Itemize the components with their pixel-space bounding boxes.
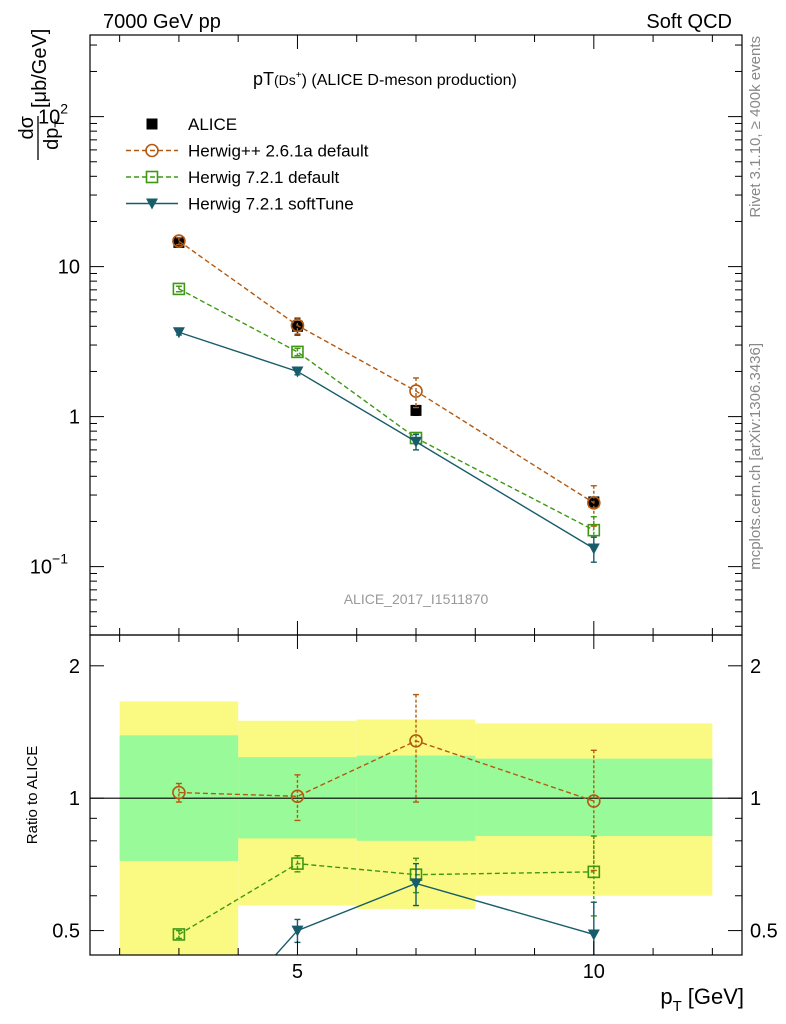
herwig-7-2-1-default-point	[291, 345, 304, 359]
ratio-ylabel: Ratio to ALICE	[24, 746, 41, 844]
ratio-plot-area	[172, 693, 601, 955]
xtick-label: 5	[292, 961, 303, 983]
header-right: Soft QCD	[646, 11, 732, 33]
ratio-frame	[89, 634, 743, 956]
title-rest: ) (ALICE D-meson production)	[302, 72, 517, 89]
herwig-2-6-1a-default-point	[409, 384, 423, 398]
ratio-bands	[90, 701, 742, 955]
title-main: pT	[253, 69, 274, 89]
ytick-base: 10	[58, 257, 80, 279]
rivet-label: Rivet 3.1.10, ≥ 400k events	[747, 36, 764, 218]
herwig-7-2-1-default-point	[587, 865, 601, 879]
herwig-7-2-1-softtune-line	[274, 882, 595, 955]
alice-point	[410, 404, 422, 416]
title-sup: +	[296, 70, 302, 81]
herwig-7-2-1-softtune-point	[172, 327, 185, 339]
main-ytick-label: 102	[38, 101, 68, 129]
main-plot-area	[172, 234, 601, 563]
plot-title: pT(Ds+) (ALICE D-meson production)	[253, 69, 517, 89]
ylabel-num: dσ	[16, 115, 38, 139]
herwig-7-2-1-default-point	[172, 928, 186, 941]
herwig-2-6-1a-default-line	[178, 240, 595, 504]
herwig-2-6-1a-default-point	[172, 234, 186, 248]
herwig-7-2-1-default-line	[178, 862, 594, 936]
ratio-ytick-label-right: 1	[750, 788, 761, 810]
herwig-2-6-1a-default-point	[172, 785, 186, 800]
herwig-2-6-1a-default-point	[290, 789, 305, 804]
herwig-7-2-1-softtune-point	[291, 925, 304, 937]
herwig-7-2-1-default-point	[587, 523, 601, 537]
alice-point	[173, 236, 185, 248]
title-particle: (Ds	[274, 72, 296, 88]
ylabel-den: dpT	[41, 119, 67, 150]
alice-point	[291, 320, 303, 332]
ratio-ytick-label-left: 0.5	[52, 921, 80, 943]
ratio-ytick-label-right: 0.5	[750, 921, 778, 943]
ratio-ytick-label-left: 1	[69, 788, 80, 810]
ytick-base: 10	[30, 557, 52, 579]
legend-marker-herwig-7-2-1-softtune	[146, 198, 158, 210]
main-ytick-label: 10	[58, 257, 80, 279]
herwig-2-6-1a-default-point	[290, 318, 305, 333]
ratio-ytick-label-right: 2	[750, 656, 761, 678]
xtick-label: 10	[583, 961, 605, 983]
ytick-exp: 2	[60, 101, 68, 117]
ytick-base: 10	[38, 107, 60, 129]
herwig-7-2-1-default-point	[172, 282, 186, 296]
herwig-2-6-1a-default-point	[409, 734, 423, 748]
legend-marker-herwig-2-6-1a-default	[145, 143, 159, 158]
legend: ALICE Herwig++ 2.6.1a default Herwig 7.2.1…	[126, 115, 369, 214]
herwig-2-6-1a-default-point	[587, 794, 601, 808]
mcplots-label: mcplots.cern.ch [arXiv:1306.3436]	[747, 343, 764, 570]
herwig-7-2-1-softtune-point	[587, 543, 600, 555]
ytick-base: 1	[69, 407, 80, 429]
header-left: 7000 GeV pp	[103, 11, 221, 33]
main-ylabel: dσ dpT [μb/GeV]	[16, 29, 67, 160]
herwig-7-2-1-softtune-point	[410, 878, 422, 890]
legend-label-herwig-2-6-1a-default: Herwig++ 2.6.1a default	[188, 142, 369, 161]
herwig-7-2-1-default-point	[291, 857, 304, 870]
ratio-ytick-label-left: 2	[69, 656, 80, 678]
legend-label-herwig-7-2-1-softtune: Herwig 7.2.1 softTune	[188, 195, 354, 214]
herwig-7-2-1-softtune-point	[291, 366, 304, 378]
ratio-axes: 0.5 0.5 1 1 2 2 5 10	[52, 635, 778, 983]
ytick-exp: −1	[52, 551, 68, 567]
herwig-7-2-1-softtune-point	[410, 436, 422, 448]
main-ytick-label: 1	[69, 407, 80, 429]
analysis-label: ALICE_2017_I1511870	[344, 591, 489, 607]
main-ytick-label: 10−1	[30, 551, 68, 579]
herwig-7-2-1-softtune-line	[178, 331, 595, 550]
ylabel-unit: [μb/GeV]	[29, 29, 51, 108]
legend-label-alice: ALICE	[188, 115, 237, 134]
xlabel: pT [GeV]	[660, 984, 744, 1015]
herwig-2-6-1a-default-line	[178, 740, 595, 802]
legend-marker-alice	[146, 118, 158, 130]
legend-marker-herwig-7-2-1-default	[145, 170, 159, 184]
herwig-7-2-1-softtune-point	[587, 929, 600, 941]
herwig-2-6-1a-default-point	[587, 496, 601, 510]
legend-label-herwig-7-2-1-default: Herwig 7.2.1 default	[188, 168, 339, 187]
herwig-7-2-1-default-line	[178, 288, 595, 531]
